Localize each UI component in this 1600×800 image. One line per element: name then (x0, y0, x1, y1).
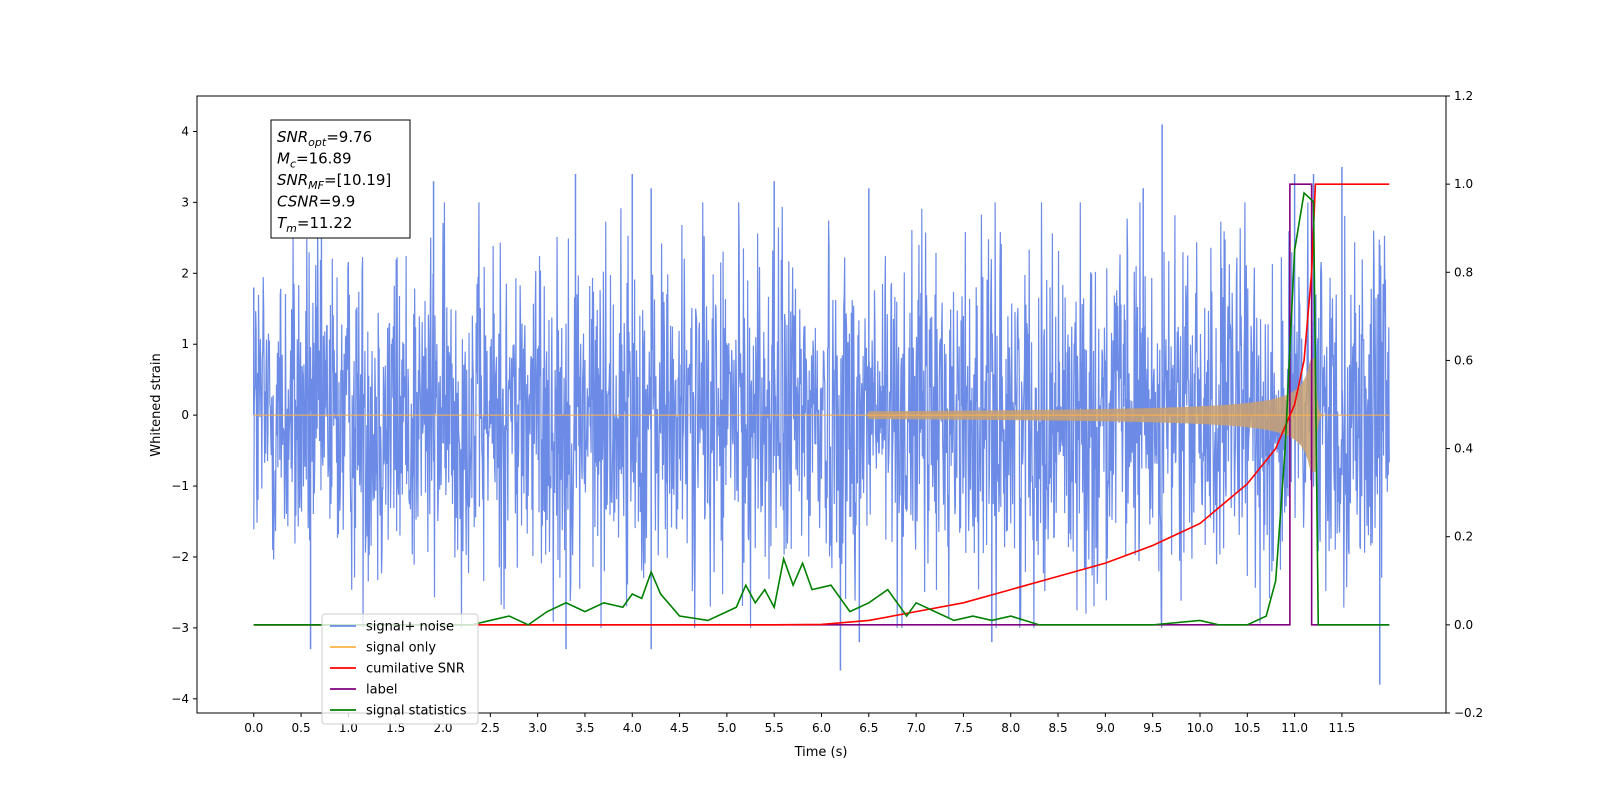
y-right-tick-label: −0.2 (1454, 706, 1483, 720)
y-left-tick-label: −3 (171, 621, 189, 635)
annotation-line: CSNR=9.9 (277, 193, 355, 211)
annotation-line: Mc=16.89 (277, 150, 352, 171)
x-tick-label: 2.5 (481, 721, 500, 735)
y-right-tick-label: 1.2 (1454, 89, 1473, 103)
annotation-symbol: T (277, 214, 288, 232)
annotation-value: =[10.19] (324, 171, 391, 189)
annotation-symbol: SNR (277, 171, 308, 189)
legend-label: label (366, 683, 397, 698)
annotation-value: =16.89 (296, 150, 352, 168)
series-signal-statistics (253, 191, 1390, 626)
annotation-value: =11.22 (297, 214, 353, 232)
y-right-tick-label: 0.0 (1454, 618, 1473, 632)
y-right-tick-label: 0.4 (1454, 442, 1473, 456)
x-tick-label: 0.0 (244, 721, 263, 735)
y-axis-left: −4 −3 −2 −1 0 1 2 3 4 (171, 124, 197, 706)
annotation-subscript: MF (308, 179, 324, 192)
annotation-box: SNRopt=9.76Mc=16.89SNRMF=[10.19]CSNR=9.9… (270, 119, 411, 239)
x-tick-label: 11.0 (1281, 721, 1308, 735)
annotation-subscript: c (290, 158, 296, 171)
x-tick-label: 7.0 (907, 721, 926, 735)
x-tick-label: 7.5 (954, 721, 973, 735)
y-left-tick-label: 4 (181, 124, 189, 138)
annotation-line: SNRMF=[10.19] (277, 171, 391, 192)
x-tick-label: 4.0 (623, 721, 642, 735)
legend-frame (321, 613, 479, 725)
annotation-symbol: SNR (277, 128, 308, 146)
x-tick-label: 3.5 (575, 721, 594, 735)
annotation-value: =9.9 (319, 193, 355, 211)
y-right-tick-label: 0.6 (1454, 353, 1473, 367)
annotation-subscript: opt (308, 136, 327, 149)
y-left-tick-label: −1 (171, 479, 189, 493)
y-left-tick-label: −2 (171, 550, 189, 564)
annotation-line: SNRopt=9.76 (277, 128, 372, 149)
y-left-tick-label: 1 (181, 337, 189, 351)
y-right-tick-label: 1.0 (1454, 177, 1473, 191)
legend-label: signal statistics (366, 704, 467, 719)
x-tick-label: 10.0 (1187, 721, 1214, 735)
x-tick-label: 8.0 (1001, 721, 1020, 735)
annotation-value: =9.76 (326, 128, 372, 146)
y-left-tick-label: 2 (181, 266, 189, 280)
y-left-tick-label: 3 (181, 195, 189, 209)
series-cumulative-snr (253, 183, 1390, 626)
x-tick-label: 3.0 (528, 721, 547, 735)
x-tick-label: 6.5 (859, 721, 878, 735)
x-tick-label: 10.5 (1234, 721, 1261, 735)
legend-label: signal+ noise (366, 620, 454, 635)
y-right-tick-label: 0.2 (1454, 530, 1473, 544)
y-axis-label: Whitened strain (149, 353, 164, 456)
plot-area (253, 124, 1390, 685)
legend: signal+ noise signal only cumilative SNR la… (321, 613, 479, 725)
series-signal-noise (253, 202, 1390, 628)
y-left-tick-label: −4 (171, 692, 189, 706)
x-tick-label: 8.5 (1049, 721, 1068, 735)
x-tick-label: 5.0 (717, 721, 736, 735)
annotation-line: Tm=11.22 (277, 214, 352, 235)
legend-label: cumilative SNR (366, 662, 465, 677)
y-axis-right: −0.2 0.0 0.2 0.4 0.6 0.8 1.0 1.2 (1446, 89, 1483, 720)
annotation-subscript: m (286, 222, 297, 235)
x-axis-label: Time (s) (794, 745, 848, 760)
annotation-symbol: M (277, 150, 290, 168)
y-left-tick-label: 0 (181, 408, 189, 422)
legend-label: signal only (366, 641, 436, 656)
annotation-symbol: CSNR (277, 193, 319, 211)
y-right-tick-label: 0.8 (1454, 265, 1473, 279)
x-tick-label: 9.0 (1096, 721, 1115, 735)
x-tick-label: 9.5 (1143, 721, 1162, 735)
x-tick-label: 11.5 (1329, 721, 1356, 735)
annotation-frame (270, 119, 411, 239)
x-tick-label: 0.5 (292, 721, 311, 735)
x-tick-label: 5.5 (765, 721, 784, 735)
x-tick-label: 6.0 (812, 721, 831, 735)
x-tick-label: 4.5 (670, 721, 689, 735)
